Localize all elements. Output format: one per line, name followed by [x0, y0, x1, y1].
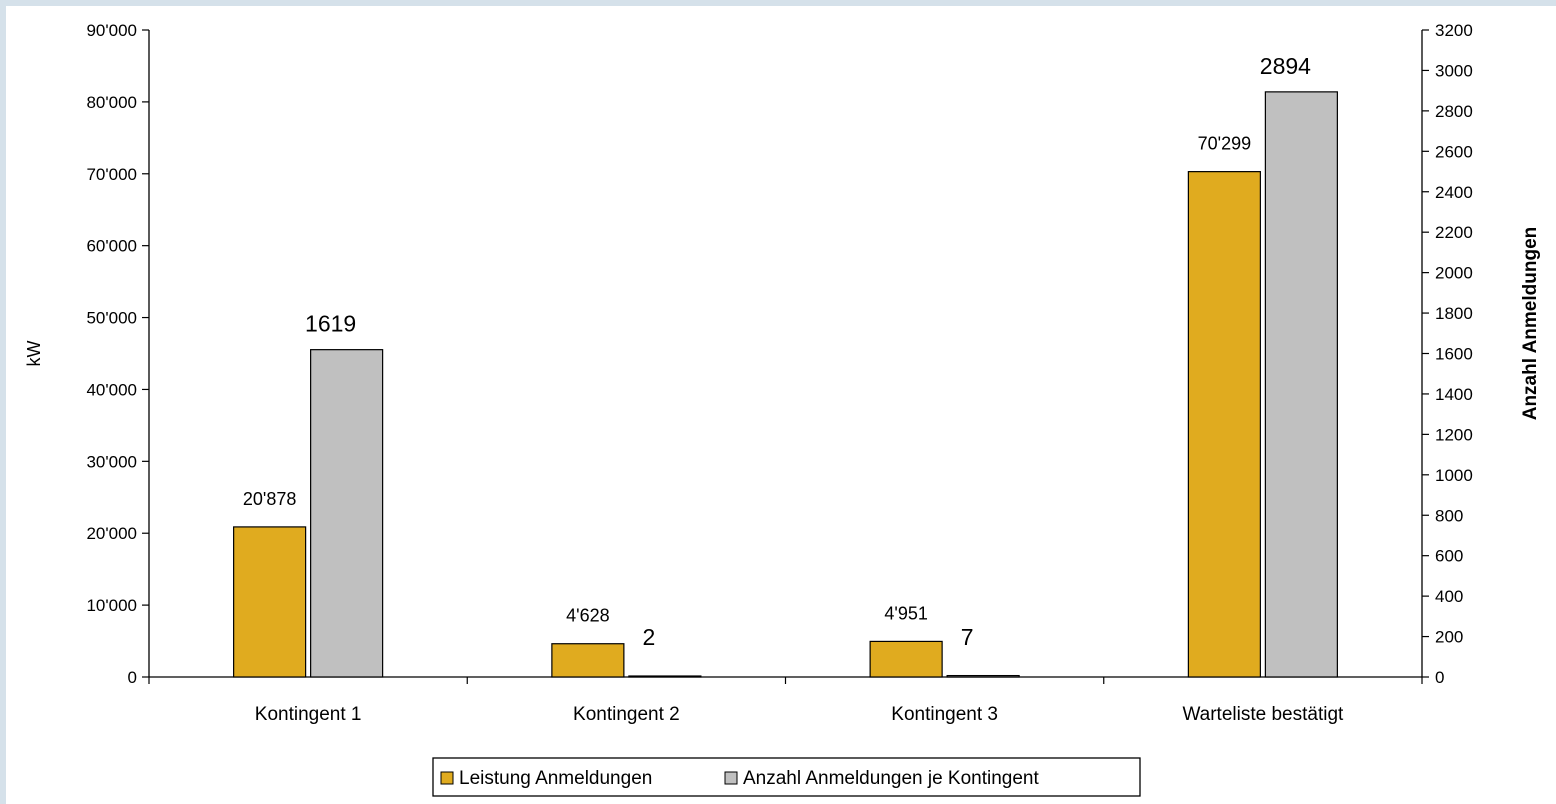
- legend-swatch-leistung: [440, 771, 454, 785]
- x-category-label: Kontingent 3: [891, 704, 998, 725]
- legend-swatch-anzahl: [724, 771, 738, 785]
- data-label-anzahl: 2: [642, 624, 655, 650]
- chart-frame: 0 10'000 20'000 30'000 40'000 50'000 60'000 70'…: [6, 6, 1556, 804]
- data-label-anzahl: 2894: [1260, 53, 1311, 79]
- x-category-label: Kontingent 1: [255, 704, 362, 725]
- data-label-anzahl: 1619: [305, 311, 356, 337]
- data-label-leistung: 20'878: [243, 489, 297, 509]
- y-right-tick-label: 600: [1435, 547, 1463, 566]
- y-right-tick-label: 3200: [1435, 21, 1473, 40]
- bar-anzahl: [946, 674, 1020, 678]
- y-right-tick-label: 1800: [1435, 304, 1473, 323]
- y-left-tick-label: 50'000: [86, 309, 137, 328]
- y-right-tick-label: 2000: [1435, 264, 1473, 283]
- y-right-tick-label: 0: [1435, 668, 1444, 687]
- y-right-tick-label: 1000: [1435, 466, 1473, 485]
- y-axis-right-title: Anzahl Anmeldungen: [1520, 227, 1541, 421]
- y-left-tick-label: 20'000: [86, 524, 137, 543]
- legend: [432, 757, 1141, 797]
- y-right-tick-label: 3000: [1435, 61, 1473, 80]
- y-left-tick-label: 60'000: [86, 237, 137, 256]
- y-right-tick-label: 2200: [1435, 223, 1473, 242]
- y-left-tick-label: 40'000: [86, 380, 137, 399]
- y-left-tick-label: 0: [128, 668, 137, 687]
- y-right-tick-label: 1200: [1435, 425, 1473, 444]
- legend-label-anzahl: Anzahl Anmeldungen je Kontingent: [743, 768, 1040, 789]
- y-right-tick-label: 200: [1435, 628, 1463, 647]
- bar-leistung: [1187, 171, 1261, 678]
- x-category-label: Kontingent 2: [573, 704, 680, 725]
- y-left-tick-label: 10'000: [86, 596, 137, 615]
- legend-label-leistung: Leistung Anmeldungen: [459, 768, 652, 789]
- data-label-anzahl: 7: [961, 624, 974, 650]
- bar-leistung: [551, 643, 625, 678]
- bar-leistung: [869, 640, 943, 678]
- bar-chart: 0 10'000 20'000 30'000 40'000 50'000 60'000 70'…: [24, 21, 1541, 797]
- x-category-label: Warteliste bestätigt: [1182, 704, 1344, 725]
- y-right-tick-label: 1400: [1435, 385, 1473, 404]
- y-right-tick-label: 2600: [1435, 142, 1473, 161]
- bar-leistung: [233, 526, 307, 678]
- y-right-tick-label: 2400: [1435, 183, 1473, 202]
- bar-anzahl: [310, 349, 384, 678]
- bar-anzahl: [628, 675, 702, 678]
- y-right-tick-label: 1600: [1435, 345, 1473, 364]
- data-label-leistung: 4'951: [884, 603, 927, 623]
- bar-anzahl: [1264, 91, 1338, 678]
- y-right-tick-label: 2800: [1435, 102, 1473, 121]
- y-left-tick-label: 90'000: [86, 21, 137, 40]
- y-right-tick-label: 800: [1435, 506, 1463, 525]
- y-axis-left-title: kW: [24, 341, 44, 367]
- data-label-leistung: 4'628: [566, 606, 609, 626]
- y-left-tick-label: 30'000: [86, 452, 137, 471]
- y-right-tick-label: 400: [1435, 587, 1463, 606]
- data-label-leistung: 70'299: [1198, 134, 1252, 154]
- y-left-tick-label: 70'000: [86, 165, 137, 184]
- y-left-tick-label: 80'000: [86, 93, 137, 112]
